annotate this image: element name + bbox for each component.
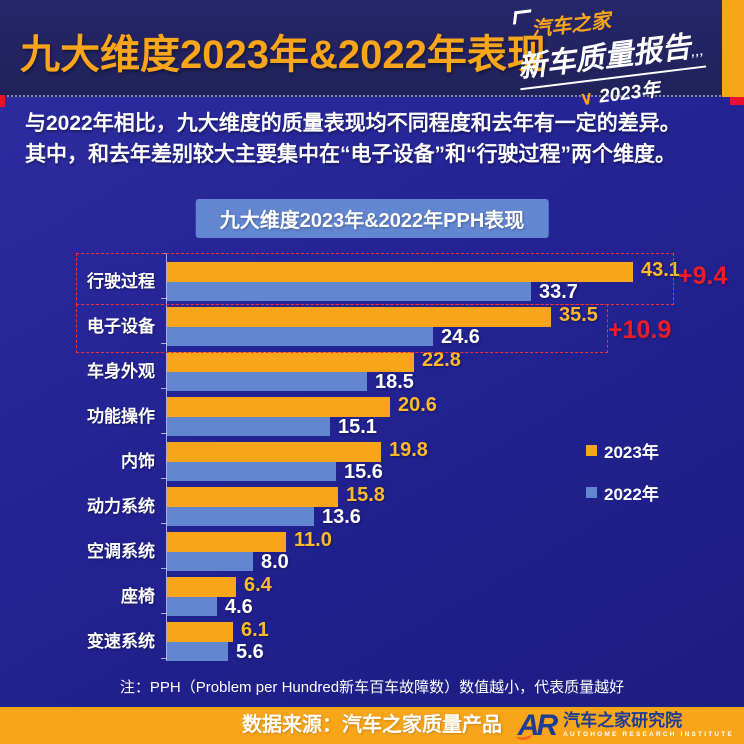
diff-label-电子设备: +10.9	[608, 316, 672, 344]
highlight-box-电子设备	[76, 304, 608, 353]
bar-value: 20.6	[398, 394, 437, 416]
legend-label: 2023年	[604, 442, 659, 462]
axis-tick	[161, 433, 167, 434]
bar-2022年-行驶过程	[167, 282, 531, 301]
bar-chart: 行驶过程 43.1 33.7 电子设备 35.5 24.6 车身外观 22.8 18.5 功能操作…	[0, 250, 744, 670]
category-label: 功能操作	[87, 407, 155, 426]
bar-value: 19.8	[389, 439, 428, 461]
legend-swatch	[586, 444, 597, 456]
axis-tick	[161, 478, 167, 479]
axis-tick	[161, 343, 167, 344]
category-label: 电子设备	[87, 317, 155, 336]
bar-value: 8.0	[261, 551, 289, 573]
bar-2023年-车身外观	[167, 352, 414, 372]
category-label: 座椅	[121, 587, 155, 606]
category-label: 行驶过程	[87, 272, 155, 291]
bar-2022年-电子设备	[167, 327, 433, 346]
bar-value: 6.1	[241, 619, 269, 641]
bar-2022年-内饰	[167, 462, 336, 481]
institute-name-cn: 汽车之家研究院	[563, 711, 683, 730]
ar-monogram: AR	[515, 710, 558, 741]
category-label: 车身外观	[87, 362, 155, 381]
bar-value: 13.6	[322, 506, 361, 528]
bar-2023年-变速系统	[167, 622, 233, 642]
bar-value: 6.4	[244, 574, 272, 596]
bar-value: 24.6	[441, 326, 480, 348]
legend-swatch	[586, 486, 597, 498]
intro-text: 与2022年相比，九大维度的质量表现均不同程度和去年有一定的差异。 其中，和去年…	[25, 108, 725, 170]
category-label: 变速系统	[87, 632, 155, 651]
bar-value: 15.6	[344, 461, 383, 483]
speed-marks-icon: ‚‚‚	[690, 43, 705, 60]
chart-legend: 2023年 2022年	[586, 442, 659, 526]
bar-2023年-电子设备	[167, 307, 551, 327]
bar-2022年-动力系统	[167, 507, 314, 526]
axis-tick	[161, 613, 167, 614]
intro-line-1: 与2022年相比，九大维度的质量表现均不同程度和去年有一定的差异。	[25, 112, 681, 135]
bar-value: 33.7	[539, 281, 578, 303]
axis-tick	[161, 388, 167, 389]
header: 九大维度2023年&2022年表现 汽车之家 新车质量报告‚‚‚ ∨ 2023年	[0, 0, 744, 109]
ar-names: 汽车之家研究院 AUTOHOME RESEARCH INSTITUTE	[563, 712, 734, 739]
page-title: 九大维度2023年&2022年表现	[20, 33, 547, 77]
footer: 数据来源：汽车之家质量产品 AR 汽车之家研究院 AUTOHOME RESEAR…	[0, 707, 744, 744]
logo-year: 2023年	[597, 79, 662, 108]
bar-value: 11.0	[294, 529, 332, 551]
bar-2023年-行驶过程	[167, 262, 633, 282]
axis-tick	[161, 658, 167, 659]
red-accent-right	[730, 97, 744, 105]
highlight-box-行驶过程	[76, 253, 674, 305]
category-label: 动力系统	[87, 497, 155, 516]
diff-label-行驶过程: +9.4	[678, 262, 728, 290]
brand-logo: 汽车之家 新车质量报告‚‚‚ ∨ 2023年	[511, 0, 709, 118]
bar-2023年-空调系统	[167, 532, 286, 552]
autohome-research-logo: AR 汽车之家研究院 AUTOHOME RESEARCH INSTITUTE	[515, 710, 734, 741]
bar-2022年-空调系统	[167, 552, 253, 571]
bar-value: 15.1	[338, 416, 377, 438]
red-accent-left	[0, 95, 5, 107]
category-label: 内饰	[121, 452, 155, 471]
legend-item-2023年: 2023年	[586, 442, 659, 462]
bar-value: 22.8	[422, 349, 461, 371]
bar-2022年-变速系统	[167, 642, 228, 661]
bar-value: 18.5	[375, 371, 414, 393]
bar-2023年-座椅	[167, 577, 236, 597]
bar-value: 35.5	[559, 304, 598, 326]
orange-tab-decoration	[722, 0, 744, 97]
category-label: 空调系统	[87, 542, 155, 561]
bar-2022年-功能操作	[167, 417, 330, 436]
bar-value: 4.6	[225, 596, 253, 618]
bar-2022年-车身外观	[167, 372, 367, 391]
check-icon: ∨	[578, 87, 595, 109]
y-axis-line	[166, 253, 167, 661]
bar-2023年-动力系统	[167, 487, 338, 507]
data-source: 数据来源：汽车之家质量产品	[242, 714, 502, 736]
bar-value: 5.6	[236, 641, 264, 663]
legend-label: 2022年	[604, 484, 659, 504]
institute-name-en: AUTOHOME RESEARCH INSTITUTE	[563, 731, 734, 738]
bar-value: 15.8	[346, 484, 385, 506]
footnote: 注：PPH（Problem per Hundred新车百车故障数）数值越小，代表…	[119, 679, 625, 696]
axis-tick	[161, 298, 167, 299]
legend-item-2022年: 2022年	[586, 484, 659, 504]
intro-line-2: 其中，和去年差别较大主要集中在“电子设备”和“行驶过程”两个维度。	[25, 143, 676, 166]
axis-tick	[161, 523, 167, 524]
axis-tick	[161, 568, 167, 569]
bar-2022年-座椅	[167, 597, 217, 616]
bar-2023年-功能操作	[167, 397, 390, 417]
bar-value: 43.1	[641, 259, 680, 281]
chart-title: 九大维度2023年&2022年PPH表现	[195, 199, 549, 238]
bar-2023年-内饰	[167, 442, 381, 462]
